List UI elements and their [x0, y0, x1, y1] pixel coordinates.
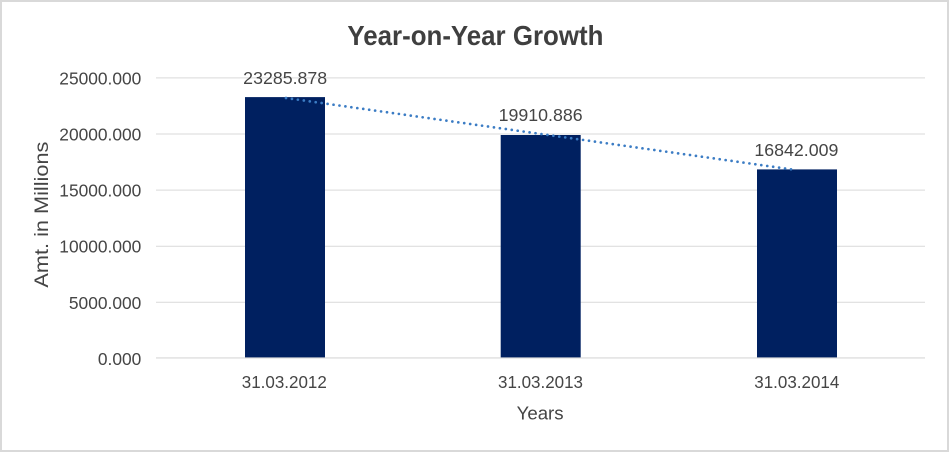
svg-text:23285.878: 23285.878 [243, 68, 327, 88]
svg-text:16842.009: 16842.009 [754, 140, 838, 160]
svg-text:19910.886: 19910.886 [499, 105, 583, 125]
svg-text:15000.000: 15000.000 [59, 181, 141, 201]
svg-text:Amt. in Millions: Amt. in Millions [31, 141, 53, 287]
svg-text:25000.000: 25000.000 [59, 68, 141, 88]
svg-text:31.03.2013: 31.03.2013 [498, 372, 583, 392]
svg-text:Year-on-Year Growth: Year-on-Year Growth [347, 20, 603, 51]
svg-text:5000.000: 5000.000 [69, 293, 142, 313]
svg-text:10000.000: 10000.000 [59, 237, 141, 257]
svg-text:0.000: 0.000 [98, 349, 142, 369]
svg-text:20000.000: 20000.000 [59, 125, 141, 145]
svg-text:Years: Years [517, 404, 564, 424]
svg-text:31.03.2012: 31.03.2012 [242, 372, 327, 392]
svg-text:31.03.2014: 31.03.2014 [754, 372, 839, 392]
